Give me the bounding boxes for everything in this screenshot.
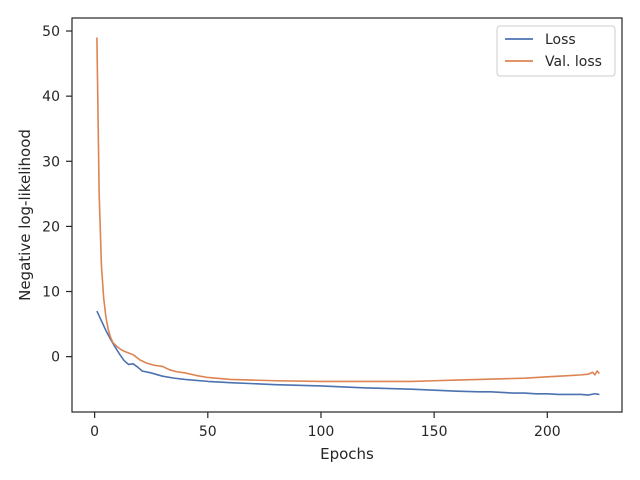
x-tick-label-3: 150 <box>421 424 448 440</box>
y-tick-label-1: 10 <box>42 285 60 301</box>
y-tick-label-0: 0 <box>51 350 60 366</box>
y-tick-label-3: 30 <box>42 154 60 170</box>
x-tick-label-0: 0 <box>90 424 99 440</box>
legend-label-1: Val. loss <box>545 54 602 70</box>
x-tick-label-2: 100 <box>308 424 335 440</box>
plot-frame <box>71 17 623 413</box>
y-axis-ticks: 0 10 20 30 40 50 <box>42 24 72 366</box>
plot-lines <box>96 37 600 396</box>
series-line-0 <box>96 310 600 396</box>
x-axis-ticks: 0 50 100 150 200 <box>90 412 561 440</box>
series-line-1 <box>96 37 600 383</box>
legend: Loss Val. loss <box>496 25 616 77</box>
x-tick-label-1: 50 <box>199 424 217 440</box>
x-tick-label-4: 200 <box>534 424 561 440</box>
y-tick-label-4: 40 <box>42 89 60 105</box>
x-axis-label: Epochs <box>320 445 374 463</box>
y-axis-label: Negative log-likelihood <box>16 129 34 301</box>
legend-label-0: Loss <box>545 32 576 48</box>
y-tick-label-5: 50 <box>42 24 60 40</box>
y-tick-label-2: 20 <box>42 219 60 235</box>
